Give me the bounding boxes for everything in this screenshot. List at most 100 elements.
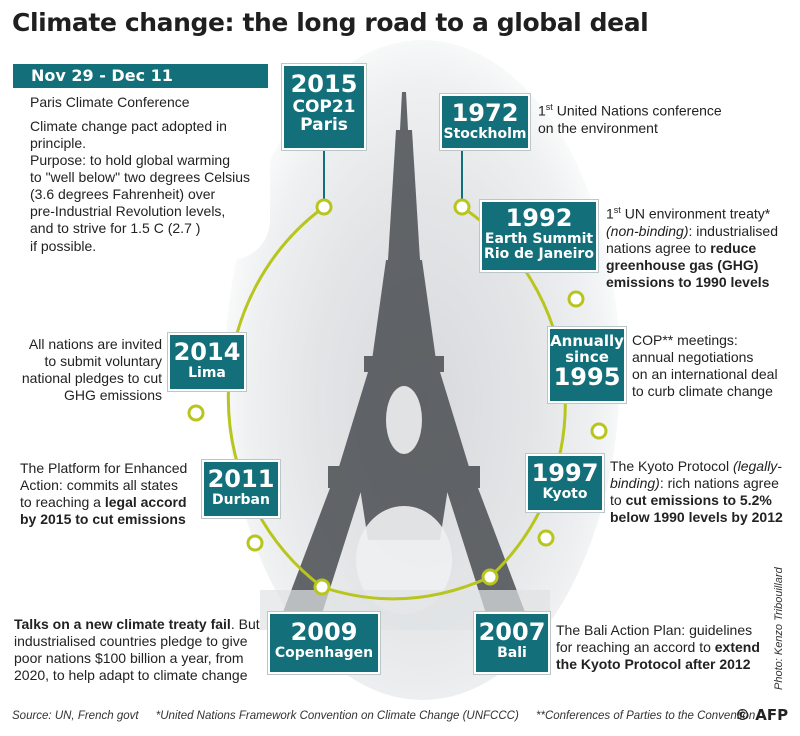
milestone-year: 2011: [207, 465, 275, 493]
note-text: 2020, to help adapt to climate change: [14, 667, 248, 684]
bali-note: The Bali Action Plan: guidelines for rea…: [556, 622, 760, 673]
milestone-annual: Annually since 1995: [548, 327, 626, 403]
footer-notes: Source: UN, French govt *United Nations …: [12, 710, 769, 722]
note-text: 1: [538, 102, 546, 119]
milestone-durban: 2011 Durban: [202, 460, 280, 518]
copenhagen-note: Talks on a new climate treaty fail. But …: [14, 616, 260, 684]
note-text: UN environment treaty*: [620, 205, 771, 222]
note-italic: (legally-: [732, 458, 782, 474]
note-text: The Bali Action Plan: guidelines: [556, 622, 753, 638]
note-text: to reaching a: [20, 494, 105, 511]
stockholm-note: 1st United Nations conference on the env…: [538, 102, 722, 137]
paris-body-line: if possible.: [30, 237, 97, 254]
source-note: Source: UN, French govt: [12, 710, 139, 722]
note-text: COP** meetings:: [632, 332, 738, 348]
note-bold: the Kyoto Protocol after 2012: [556, 656, 751, 673]
milestone-stockholm: 1972 Stockholm: [440, 94, 530, 150]
note-text: Action: commits all states: [20, 477, 178, 494]
note-text: GHG emissions: [63, 387, 162, 404]
note-text: on an international deal: [632, 366, 778, 383]
paris-body-line: and to strive for 1.5 C (2.7 ): [30, 220, 201, 237]
rio-note: 1st UN environment treaty* (non-binding)…: [606, 205, 778, 291]
note-bold: Talks on a new climate treaty fail: [14, 616, 231, 632]
paris-conference-panel: [13, 64, 270, 260]
afp-logo: © AFP: [735, 706, 789, 724]
note-text: annual negotiations: [632, 349, 754, 366]
milestone-place: Stockholm: [443, 125, 527, 142]
note-bold: legal accord: [104, 494, 187, 511]
milestone-place: Kyoto: [542, 485, 588, 502]
paris-body-line: to "well below" two degrees Celsius: [30, 169, 251, 186]
note-text: The Kyoto Protocol: [610, 458, 733, 474]
note-text: for reaching an accord to: [556, 639, 715, 656]
lima-note: All nations are invited to submit volunt…: [14, 336, 162, 404]
note-italic: (non-binding): [606, 222, 689, 239]
milestone-label: since: [565, 348, 609, 367]
paris-body-line: (3.6 degrees Fahrenheit) over: [30, 186, 216, 203]
milestone-cop21: 2015 COP21 Paris: [282, 64, 366, 150]
milestone-place: Rio de Janeiro: [484, 246, 594, 263]
note-text: to submit voluntary: [44, 353, 163, 370]
paris-body-line: Climate change pact adopted in: [30, 118, 227, 134]
kyoto-note: The Kyoto Protocol (legally- binding): r…: [610, 458, 783, 526]
milestone-place: Paris: [300, 115, 348, 136]
note-bold: below 1990 levels by 2012: [610, 509, 783, 526]
note-text: 1: [606, 205, 614, 222]
note-text: nations agree to: [606, 239, 711, 256]
photo-credit: Photo: Kenzo Tribouillard: [773, 567, 785, 690]
paris-body-line: principle.: [30, 135, 87, 152]
note-text: to curb climate change: [632, 383, 773, 400]
note-italic: binding): [610, 475, 660, 492]
note-bold: extend: [714, 639, 760, 656]
milestone-label: Earth Summit: [484, 230, 594, 247]
milestone-year: 1972: [451, 99, 519, 127]
note-bold: reduce: [710, 239, 757, 256]
note-text: All nations are invited: [28, 336, 162, 352]
milestone-copenhagen: 2009 Copenhagen: [268, 612, 380, 674]
milestone-label: COP21: [292, 96, 356, 117]
milestone-place: Durban: [212, 491, 270, 508]
milestone-place: Bali: [497, 644, 527, 661]
paris-date-banner: Nov 29 - Dec 11: [13, 64, 268, 88]
note-sup: st: [613, 205, 621, 215]
milestone-year: 2014: [173, 338, 241, 366]
milestone-year: 1992: [505, 204, 573, 232]
durban-note: The Platform for Enhanced Action: commit…: [20, 460, 187, 528]
note-bold: emissions to 1990 levels: [606, 273, 770, 290]
milestone-year: 2015: [290, 70, 358, 98]
note-text: to: [610, 492, 626, 509]
milestone-lima: 2014 Lima: [168, 333, 246, 391]
note-bold: greenhouse gas (GHG): [606, 256, 759, 273]
milestone-place: Copenhagen: [274, 644, 374, 661]
paris-body: Climate change pact adopted in principle…: [30, 118, 270, 255]
paris-body-line: Purpose: to hold global warming: [30, 152, 231, 169]
milestone-label: Annually: [550, 332, 624, 350]
milestone-kyoto: 1997 Kyoto: [526, 454, 604, 512]
milestone-bali: 2007 Bali: [474, 612, 550, 674]
annual-note: COP** meetings: annual negotiations on a…: [632, 332, 778, 400]
note-text: poor nations $100 billion a year, from: [14, 650, 244, 667]
milestone-year: 2009: [290, 618, 358, 646]
milestone-year: 2007: [478, 618, 546, 646]
note-bold: cut emissions to 5.2%: [625, 492, 772, 509]
note-text: : rich nations agree: [659, 475, 779, 492]
note-text: national pledges to cut: [21, 370, 162, 387]
note-bold: by 2015 to cut emissions: [20, 511, 186, 528]
milestone-year: 1997: [531, 459, 599, 487]
page-title: Climate change: the long road to a globa…: [12, 8, 649, 37]
note-sup: st: [545, 102, 553, 112]
note-text: industrialised countries pledge to give: [14, 633, 248, 650]
milestone-year: 1995: [553, 363, 621, 392]
note-text: on the environment: [538, 119, 658, 136]
note-text: : industrialised: [688, 222, 779, 239]
paris-heading: Paris Climate Conference: [30, 94, 190, 110]
footnote-unfccc: *United Nations Framework Convention on …: [155, 710, 519, 722]
paris-body-line: pre-Industrial Revolution levels,: [30, 203, 226, 220]
footnote-cop: **Conferences of Parties to the Conventi…: [536, 710, 756, 722]
milestone-rio: 1992 Earth Summit Rio de Janeiro: [480, 200, 598, 272]
note-text: United Nations conference: [552, 102, 722, 119]
milestone-place: Lima: [188, 364, 226, 381]
note-text: . But: [230, 616, 260, 632]
